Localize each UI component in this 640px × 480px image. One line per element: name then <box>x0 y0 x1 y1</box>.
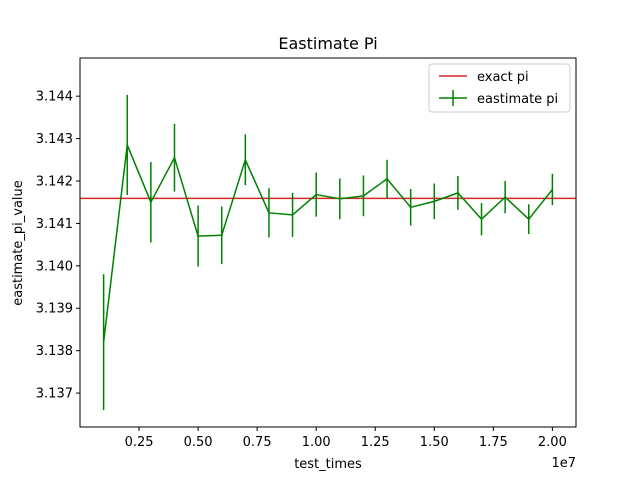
data-point <box>315 193 317 196</box>
legend-label-eastimate-pi: eastimate pi <box>477 92 558 107</box>
data-point <box>409 206 412 209</box>
data-point <box>339 198 341 200</box>
y-tick-label: 3.139 <box>36 302 73 317</box>
x-tick-label: 0.50 <box>184 435 213 450</box>
data-point <box>457 192 459 194</box>
data-point <box>173 156 176 159</box>
legend-label-exact-pi: exact pi <box>477 70 529 85</box>
plot-frame <box>79 57 577 428</box>
y-tick-label: 3.142 <box>36 175 73 190</box>
series-line-eastimate-pi <box>102 144 553 343</box>
x-tick-label: 0.25 <box>125 435 154 450</box>
data-point <box>197 235 199 237</box>
data-point <box>386 178 388 180</box>
legend: exact pi eastimate pi <box>428 63 571 113</box>
y-tick-label: 3.144 <box>36 90 73 105</box>
x-tick-label: 1.75 <box>479 435 508 450</box>
data-point <box>551 188 554 191</box>
x-axis-ticks: 0.25 0.50 0.75 1.00 1.25 1.50 1.75 2.00 <box>125 427 567 450</box>
data-point <box>150 201 152 204</box>
x-axis-offset-label: 1e7 <box>551 456 576 471</box>
data-point <box>433 200 436 203</box>
data-point <box>362 195 365 197</box>
data-point <box>126 144 129 146</box>
y-tick-label: 3.140 <box>36 259 73 274</box>
y-tick-label: 3.138 <box>36 344 73 359</box>
data-point <box>102 341 105 343</box>
y-tick-label: 3.143 <box>36 132 73 147</box>
data-point <box>527 218 530 220</box>
x-tick-label: 1.50 <box>420 435 449 450</box>
x-tick-label: 1.25 <box>361 435 390 450</box>
y-axis-title: eastimate_pi_value <box>11 180 26 306</box>
x-tick-label: 1.00 <box>302 435 331 450</box>
data-point <box>244 158 247 161</box>
data-point <box>220 234 223 237</box>
data-point <box>291 214 294 216</box>
x-tick-label: 0.75 <box>243 435 272 450</box>
data-point <box>480 218 483 220</box>
chart-title: Eastimate Pi <box>278 34 377 53</box>
y-axis-ticks: 3.137 3.138 3.139 3.140 3.141 3.142 3.143 3.144 <box>36 90 80 402</box>
x-axis-title: test_times <box>294 457 362 472</box>
y-tick-label: 3.141 <box>36 217 73 232</box>
y-tick-label: 3.137 <box>36 387 73 402</box>
x-tick-label: 2.00 <box>538 435 567 450</box>
plot-content <box>80 94 576 411</box>
data-point <box>268 212 270 214</box>
data-point <box>504 196 506 198</box>
